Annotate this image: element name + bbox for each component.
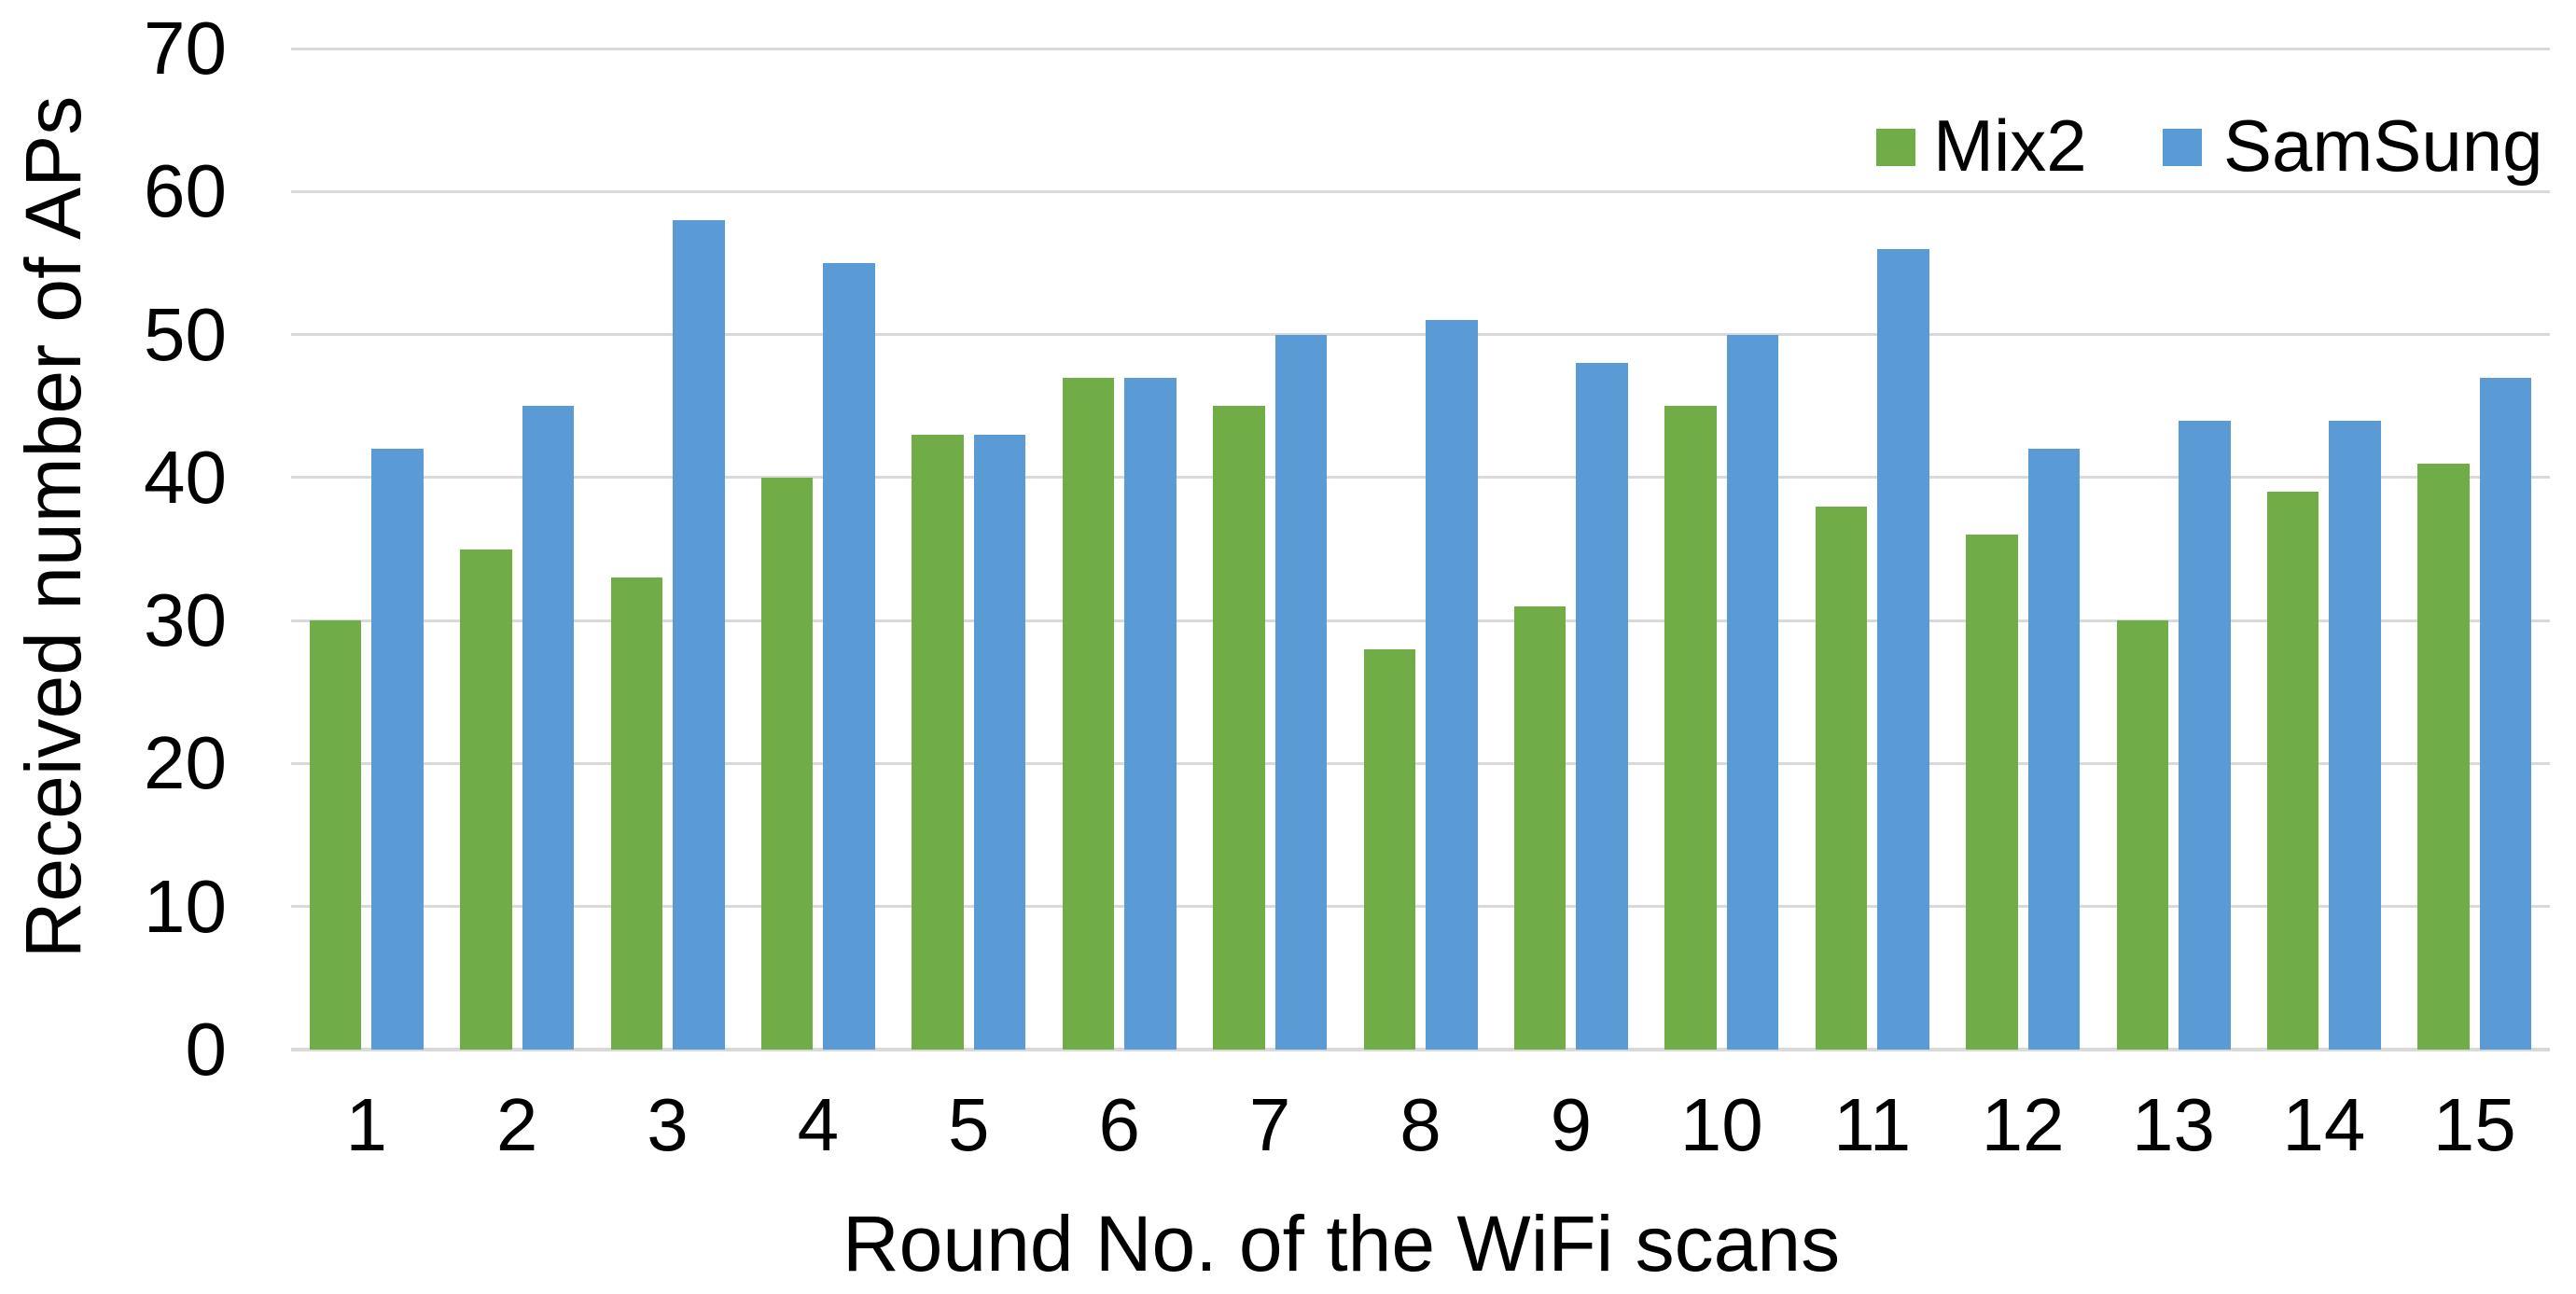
bar-mix2-round-1 bbox=[309, 620, 362, 1050]
bar-samsung-round-12 bbox=[2027, 449, 2081, 1050]
gridline-40 bbox=[291, 476, 2550, 480]
y-tick-label-40: 40 bbox=[144, 435, 227, 519]
bar-samsung-round-7 bbox=[1274, 334, 1328, 1050]
x-tick-label-7: 7 bbox=[1248, 1083, 1291, 1166]
y-tick-label-70: 70 bbox=[144, 7, 227, 90]
bar-samsung-round-2 bbox=[522, 406, 575, 1050]
bar-mix2-round-14 bbox=[2266, 492, 2319, 1050]
bar-mix2-round-6 bbox=[1062, 377, 1115, 1050]
x-tick-label-4: 4 bbox=[797, 1083, 840, 1166]
legend-label-samsung: SamSung bbox=[2223, 104, 2543, 187]
bar-samsung-round-10 bbox=[1726, 334, 1779, 1050]
gridline-60 bbox=[291, 189, 2550, 193]
x-tick-label-11: 11 bbox=[1833, 1083, 1912, 1166]
bar-mix2-round-12 bbox=[1966, 535, 2018, 1050]
bar-mix2-round-8 bbox=[1363, 648, 1415, 1050]
y-tick-label-30: 30 bbox=[144, 578, 227, 662]
x-tick-label-14: 14 bbox=[2282, 1083, 2366, 1166]
bar-samsung-round-14 bbox=[2329, 420, 2381, 1050]
bar-mix2-round-7 bbox=[1213, 406, 1265, 1050]
bar-mix2-round-2 bbox=[460, 549, 512, 1050]
bar-mix2-round-11 bbox=[1815, 506, 1868, 1050]
bar-samsung-round-1 bbox=[371, 449, 424, 1050]
x-tick-label-10: 10 bbox=[1679, 1083, 1763, 1166]
bar-samsung-round-8 bbox=[1426, 320, 1478, 1050]
legend-swatch-mix2 bbox=[1876, 129, 1915, 166]
y-tick-label-50: 50 bbox=[144, 292, 227, 376]
bar-samsung-round-5 bbox=[973, 434, 1026, 1050]
gridline-50 bbox=[291, 333, 2550, 337]
x-axis-line bbox=[291, 1048, 2550, 1051]
bar-samsung-round-15 bbox=[2479, 377, 2532, 1050]
gridline-30 bbox=[291, 619, 2550, 622]
bar-mix2-round-9 bbox=[1513, 605, 1566, 1050]
x-tick-label-2: 2 bbox=[495, 1083, 538, 1166]
y-tick-label-20: 20 bbox=[144, 721, 227, 805]
bar-mix2-round-10 bbox=[1664, 406, 1717, 1050]
bar-samsung-round-6 bbox=[1124, 377, 1177, 1050]
gridline-20 bbox=[291, 761, 2550, 765]
bar-samsung-round-9 bbox=[1576, 363, 1628, 1050]
y-tick-label-60: 60 bbox=[144, 149, 227, 233]
x-axis-title: Round No. of the WiFi scans bbox=[842, 1200, 1841, 1287]
x-tick-label-1: 1 bbox=[345, 1083, 387, 1166]
x-tick-label-5: 5 bbox=[948, 1083, 990, 1166]
x-tick-label-15: 15 bbox=[2432, 1083, 2516, 1166]
bar-mix2-round-3 bbox=[610, 577, 662, 1050]
bar-samsung-round-13 bbox=[2179, 420, 2231, 1050]
x-tick-label-9: 9 bbox=[1550, 1083, 1593, 1166]
bar-mix2-round-5 bbox=[912, 434, 964, 1050]
y-tick-label-10: 10 bbox=[144, 864, 227, 948]
x-tick-label-3: 3 bbox=[647, 1083, 689, 1166]
legend-swatch-samsung bbox=[2163, 129, 2202, 166]
x-tick-label-8: 8 bbox=[1399, 1083, 1441, 1166]
bar-samsung-round-11 bbox=[1877, 248, 1929, 1050]
bar-samsung-round-3 bbox=[673, 219, 725, 1050]
bar-mix2-round-15 bbox=[2417, 463, 2470, 1050]
gridline-10 bbox=[291, 905, 2550, 909]
x-tick-label-12: 12 bbox=[1981, 1083, 2065, 1166]
bar-mix2-round-13 bbox=[2116, 620, 2168, 1050]
y-tick-label-0: 0 bbox=[185, 1008, 228, 1091]
bar-samsung-round-4 bbox=[823, 262, 875, 1050]
x-tick-label-6: 6 bbox=[1098, 1083, 1140, 1166]
bar-mix2-round-4 bbox=[760, 477, 814, 1050]
x-tick-label-13: 13 bbox=[2132, 1083, 2215, 1166]
legend-label-mix2: Mix2 bbox=[1933, 104, 2087, 187]
gridline-70 bbox=[291, 47, 2550, 50]
